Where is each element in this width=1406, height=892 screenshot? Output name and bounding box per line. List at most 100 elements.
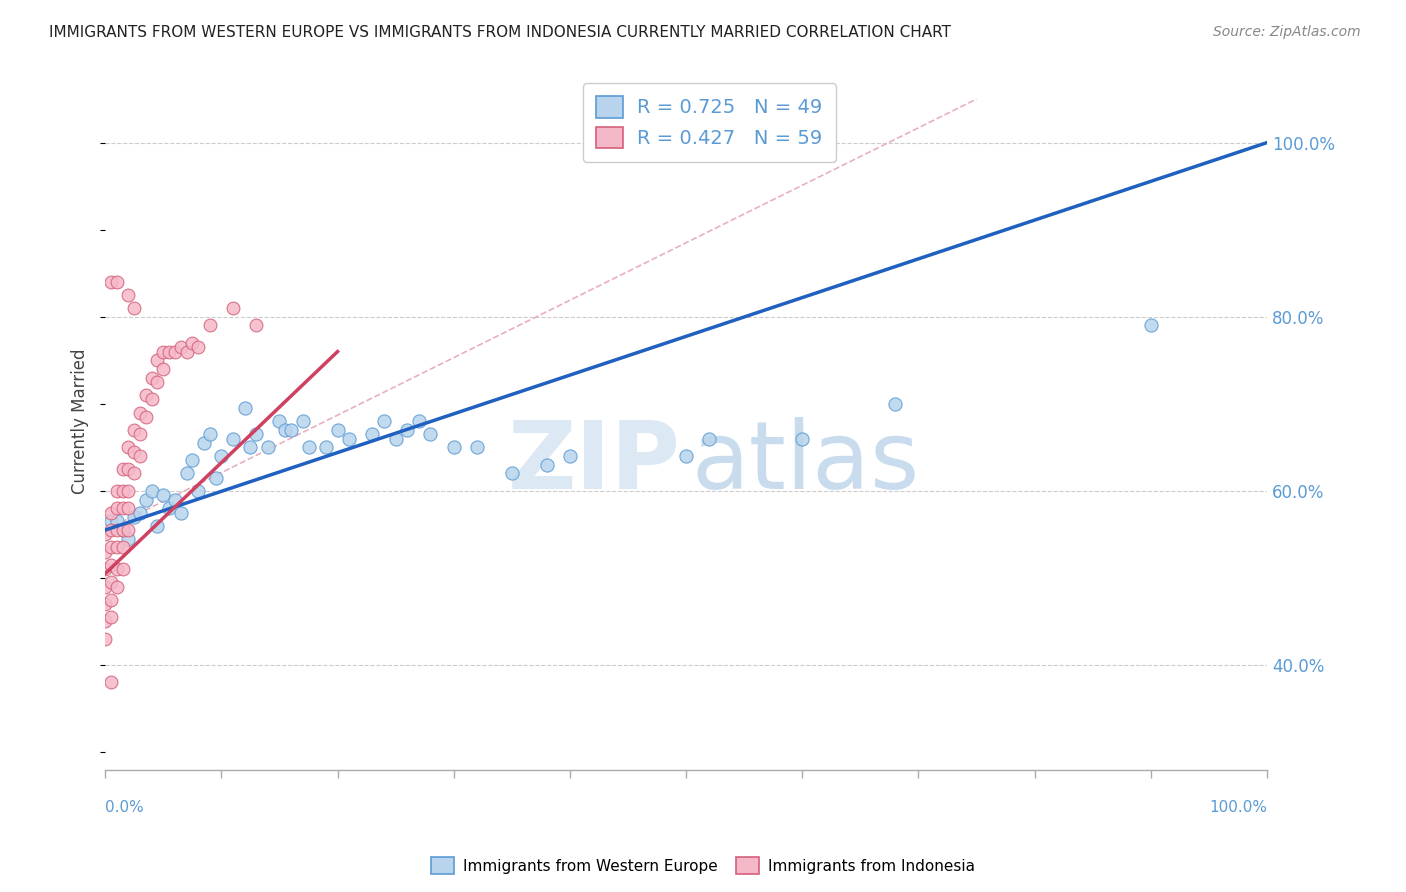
Point (163, 344, 186, 359)
Point (408, 414, 430, 428)
Point (146, 353, 169, 368)
Point (280, 423, 302, 437)
Point (141, 370, 163, 384)
Point (157, 501, 180, 516)
Text: atlas: atlas (692, 417, 920, 509)
Point (198, 427, 221, 442)
Point (146, 375, 169, 389)
Point (198, 318, 221, 333)
Point (291, 414, 314, 428)
Point (94, 527, 117, 541)
Point (111, 501, 134, 516)
Text: IMMIGRANTS FROM WESTERN EUROPE VS IMMIGRANTS FROM INDONESIA CURRENTLY MARRIED CO: IMMIGRANTS FROM WESTERN EUROPE VS IMMIGR… (49, 25, 952, 40)
Point (117, 462, 139, 476)
Point (501, 467, 523, 481)
Point (274, 423, 297, 437)
Point (222, 432, 245, 446)
Point (176, 344, 198, 359)
Text: ZIP: ZIP (508, 417, 681, 509)
Point (94, 597, 117, 611)
Point (141, 392, 163, 407)
Point (129, 449, 152, 463)
Point (697, 432, 720, 446)
Point (100, 541, 122, 555)
Point (122, 301, 145, 315)
Point (135, 388, 157, 402)
Point (111, 483, 134, 498)
Point (443, 441, 465, 455)
Point (122, 423, 145, 437)
Point (884, 397, 907, 411)
Point (117, 483, 139, 498)
Point (94, 632, 117, 646)
Point (222, 301, 245, 315)
Point (135, 492, 157, 507)
Point (122, 510, 145, 524)
Point (465, 441, 488, 455)
Point (111, 523, 134, 537)
Point (117, 532, 139, 546)
Point (111, 562, 134, 576)
Point (100, 506, 122, 520)
Point (239, 441, 262, 455)
Point (152, 344, 174, 359)
Point (146, 518, 169, 533)
Point (558, 449, 581, 463)
Point (181, 335, 204, 350)
Point (419, 427, 441, 442)
Point (94, 562, 117, 576)
Point (245, 318, 267, 333)
Point (396, 423, 419, 437)
Point (105, 580, 128, 594)
Point (245, 427, 267, 442)
Point (105, 562, 128, 576)
Point (100, 514, 122, 528)
Point (94, 615, 117, 629)
Point (337, 432, 360, 446)
Point (193, 436, 215, 450)
Point (181, 453, 204, 467)
Legend: Immigrants from Western Europe, Immigrants from Indonesia: Immigrants from Western Europe, Immigran… (425, 851, 981, 880)
Point (122, 467, 145, 481)
Point (315, 441, 337, 455)
Point (117, 441, 139, 455)
Point (176, 467, 198, 481)
Point (326, 423, 349, 437)
Point (122, 444, 145, 458)
Point (105, 523, 128, 537)
Point (105, 275, 128, 289)
Point (135, 409, 157, 424)
Point (105, 514, 128, 528)
Point (373, 414, 395, 428)
Point (100, 523, 122, 537)
Point (94, 580, 117, 594)
Point (111, 541, 134, 555)
Point (257, 441, 280, 455)
Point (105, 501, 128, 516)
Point (105, 483, 128, 498)
Point (129, 506, 152, 520)
Point (209, 449, 232, 463)
Text: 0.0%: 0.0% (105, 800, 143, 815)
Point (129, 427, 152, 442)
Point (117, 288, 139, 302)
Point (792, 432, 814, 446)
Point (100, 575, 122, 590)
Point (297, 441, 319, 455)
Point (170, 506, 193, 520)
Point (187, 340, 209, 354)
Y-axis label: Currently Married: Currently Married (72, 349, 89, 494)
Legend: R = 0.725   N = 49, R = 0.427   N = 59: R = 0.725 N = 49, R = 0.427 N = 59 (582, 83, 837, 162)
Point (152, 488, 174, 502)
Point (1139, 318, 1161, 333)
Point (187, 483, 209, 498)
Point (129, 405, 152, 419)
Point (163, 492, 186, 507)
Point (100, 275, 122, 289)
Point (117, 523, 139, 537)
Point (141, 483, 163, 498)
Point (204, 471, 226, 485)
Point (100, 610, 122, 624)
Point (152, 362, 174, 376)
Point (117, 501, 139, 516)
